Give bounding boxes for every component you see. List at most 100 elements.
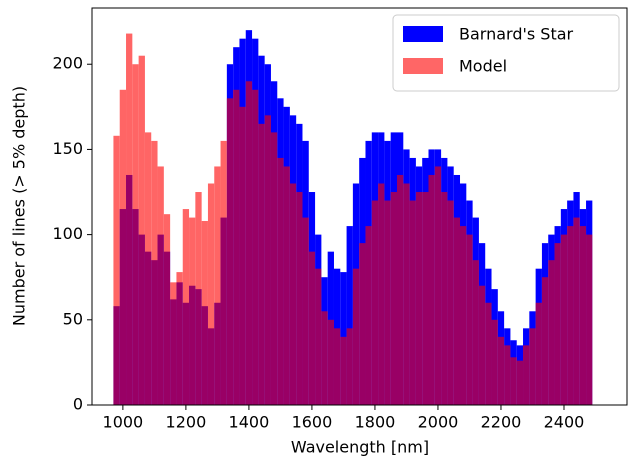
- bar: [126, 33, 133, 405]
- bar: [415, 192, 423, 405]
- bar: [157, 166, 164, 405]
- bar: [214, 166, 221, 405]
- bar: [226, 98, 234, 405]
- bar: [365, 226, 372, 405]
- bar: [258, 123, 265, 405]
- y-tick-label: 50: [63, 309, 83, 328]
- bar: [441, 192, 448, 405]
- bar: [340, 336, 347, 405]
- bar: [460, 226, 467, 405]
- bar: [466, 234, 473, 405]
- y-axis-label: Number of lines (> 5% depth): [10, 86, 29, 326]
- bar: [573, 217, 580, 405]
- bar: [541, 277, 549, 405]
- x-tick-label: 1000: [103, 413, 144, 432]
- bar: [396, 174, 404, 405]
- bar: [245, 81, 253, 405]
- bar: [138, 55, 145, 405]
- bar: [428, 174, 435, 405]
- bar: [434, 166, 442, 405]
- bar: [233, 89, 240, 406]
- bar: [560, 234, 568, 405]
- bar: [119, 89, 127, 406]
- bar: [352, 268, 360, 405]
- legend-label: Model: [459, 57, 507, 76]
- bar: [176, 272, 183, 405]
- bar: [371, 200, 379, 405]
- legend-label: Barnard's Star: [459, 25, 574, 44]
- bar: [359, 243, 366, 405]
- bar: [516, 360, 524, 405]
- bar: [189, 217, 196, 405]
- bar: [308, 251, 316, 405]
- bar: [296, 192, 303, 405]
- legend-swatch: [403, 26, 443, 42]
- bar: [270, 132, 278, 406]
- bar: [144, 132, 152, 406]
- x-tick-label: 1400: [229, 413, 270, 432]
- bar: [201, 220, 208, 405]
- bar: [478, 285, 486, 405]
- bar: [491, 319, 498, 405]
- bar: [485, 302, 492, 405]
- bar: [346, 226, 353, 405]
- bar: [548, 260, 555, 405]
- bar: [264, 115, 271, 405]
- bar: [510, 357, 517, 405]
- bar: [472, 260, 479, 405]
- bar: [535, 302, 542, 405]
- bar: [207, 183, 215, 405]
- y-tick-label: 200: [52, 54, 83, 73]
- legend-box: [392, 14, 620, 92]
- bar: [579, 226, 587, 405]
- bar: [113, 135, 120, 405]
- bar: [220, 140, 227, 405]
- y-tick-label: 0: [73, 395, 83, 414]
- bar: [422, 192, 429, 405]
- x-tick-label: 2200: [481, 413, 522, 432]
- series: [113, 33, 593, 406]
- bar: [504, 345, 511, 405]
- bar: [333, 328, 341, 405]
- bar: [409, 200, 416, 405]
- bar: [289, 183, 297, 405]
- bar: [447, 200, 454, 405]
- bar: [151, 140, 158, 405]
- bar: [321, 311, 328, 405]
- bar: [586, 234, 593, 405]
- bar: [163, 214, 171, 405]
- legend-swatch: [403, 58, 443, 74]
- bar: [315, 268, 322, 405]
- x-tick-label: 1200: [166, 413, 207, 432]
- x-tick-label: 2000: [418, 413, 459, 432]
- bar: [182, 209, 190, 405]
- bar: [302, 217, 309, 405]
- y-tick-label: 100: [52, 224, 83, 243]
- bar: [554, 243, 561, 405]
- bar: [252, 89, 259, 406]
- bar: [346, 328, 353, 405]
- plot-frame: [91, 7, 628, 406]
- bar: [170, 282, 177, 405]
- y-tick-label: 150: [52, 139, 83, 158]
- x-tick-label: 1800: [355, 413, 396, 432]
- bar: [384, 200, 391, 405]
- bar: [390, 192, 397, 405]
- bar: [523, 345, 530, 405]
- bar: [277, 157, 284, 405]
- bar: [567, 226, 574, 405]
- x-axis-label: Wavelength [nm]: [291, 438, 429, 457]
- bar: [378, 183, 385, 405]
- bar: [327, 319, 334, 405]
- bar: [283, 166, 290, 405]
- bar: [453, 217, 461, 405]
- bar: [239, 106, 246, 405]
- x-tick-label: 2400: [544, 413, 585, 432]
- bar: [195, 192, 202, 405]
- bar: [497, 336, 505, 405]
- bar: [403, 183, 410, 405]
- bar: [132, 64, 139, 405]
- bar: [529, 328, 536, 405]
- x-tick-label: 1600: [292, 413, 333, 432]
